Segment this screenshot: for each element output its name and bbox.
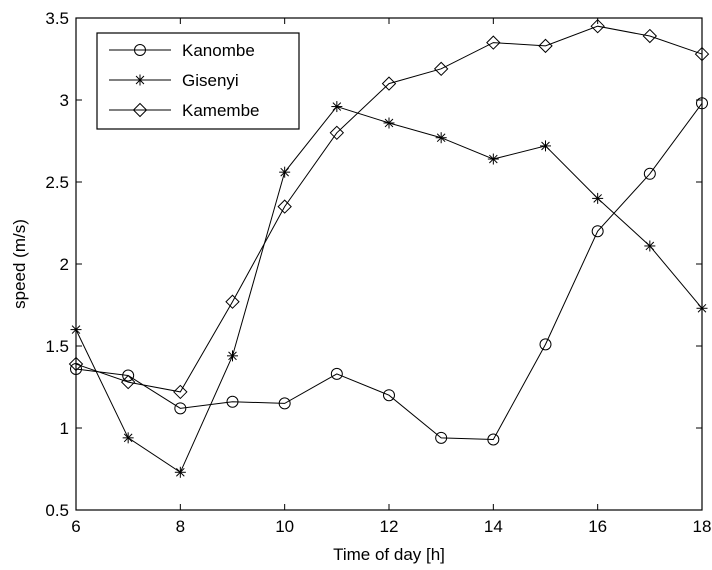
- series-gisenyi: [70, 101, 708, 478]
- series-line-gisenyi: [75, 105, 703, 474]
- data-point-kamembe: [173, 384, 188, 400]
- data-point-kanombe: [278, 397, 291, 410]
- data-point-gisenyi: [279, 166, 291, 178]
- series-kamembe: [68, 18, 710, 400]
- series-line-kanombe: [75, 102, 703, 440]
- data-point-kanombe: [383, 389, 395, 402]
- legend-label-kanombe: Kanombe: [182, 41, 255, 60]
- data-point-kamembe: [277, 199, 292, 214]
- data-point-kanombe: [122, 369, 135, 382]
- legend-marker-gisenyi: [134, 74, 146, 86]
- x-tick-label: 10: [275, 517, 294, 536]
- data-point-kanombe: [539, 338, 552, 351]
- data-point-kanombe: [330, 367, 343, 380]
- y-tick-label: 1.5: [45, 337, 69, 356]
- legend-marker-kamembe: [132, 102, 148, 118]
- data-point-kanombe: [435, 431, 448, 444]
- data-point-kanombe: [226, 395, 239, 408]
- x-tick-label: 16: [588, 517, 607, 536]
- data-point-gisenyi: [174, 466, 186, 478]
- y-tick-label: 0.5: [45, 501, 69, 520]
- data-point-gisenyi: [487, 153, 499, 165]
- data-point-kamembe: [590, 18, 605, 34]
- data-point-kamembe: [225, 294, 240, 309]
- data-point-kanombe: [487, 433, 500, 446]
- data-point-gisenyi: [331, 101, 343, 113]
- data-point-kanombe: [174, 402, 187, 415]
- legend-item-gisenyi: Gisenyi: [109, 71, 239, 90]
- data-point-kanombe: [643, 167, 656, 180]
- y-tick-label: 3: [60, 91, 69, 110]
- data-point-gisenyi: [592, 192, 604, 204]
- series-line-kamembe: [75, 25, 703, 393]
- data-point-gisenyi: [383, 117, 395, 129]
- y-tick-label: 1: [60, 419, 69, 438]
- legend-box: [96, 32, 300, 130]
- legend-item-kamembe: Kamembe: [109, 101, 259, 120]
- data-point-kamembe: [538, 38, 553, 54]
- data-point-gisenyi: [644, 240, 656, 252]
- data-point-kamembe: [433, 61, 449, 77]
- x-axis-label: Time of day [h]: [333, 545, 445, 564]
- data-point-gisenyi: [227, 350, 238, 362]
- data-point-kanombe: [591, 225, 604, 238]
- data-point-gisenyi: [435, 132, 447, 144]
- series-kanombe: [70, 97, 708, 446]
- x-tick-label: 14: [484, 517, 503, 536]
- y-axis-label: speed (m/s): [10, 219, 29, 309]
- data-point-kamembe: [381, 76, 397, 91]
- x-tick-label: 18: [693, 517, 712, 536]
- data-point-gisenyi: [122, 432, 134, 444]
- ticks-layer: 6 8 10 12 14 16 18 0.5 1 1.5 2 2.5 3 3.5: [45, 9, 711, 536]
- legend-label-kamembe: Kamembe: [182, 101, 259, 120]
- x-tick-label: 6: [71, 517, 80, 536]
- y-tick-label: 2: [60, 255, 69, 274]
- data-point-kamembe: [329, 125, 345, 141]
- legend-marker-kanombe: [134, 44, 146, 56]
- legend: Kanombe Gisenyi Kamembe: [96, 32, 300, 130]
- legend-label-gisenyi: Gisenyi: [182, 71, 239, 90]
- y-tick-label: 2.5: [45, 173, 69, 192]
- data-point-kamembe: [486, 35, 501, 50]
- x-tick-label: 8: [176, 517, 185, 536]
- data-point-gisenyi: [540, 140, 551, 152]
- data-point-kamembe: [120, 374, 136, 390]
- y-tick-label: 3.5: [45, 9, 69, 28]
- data-point-kamembe: [642, 28, 658, 44]
- x-tick-label: 12: [380, 517, 399, 536]
- legend-item-kanombe: Kanombe: [109, 41, 255, 60]
